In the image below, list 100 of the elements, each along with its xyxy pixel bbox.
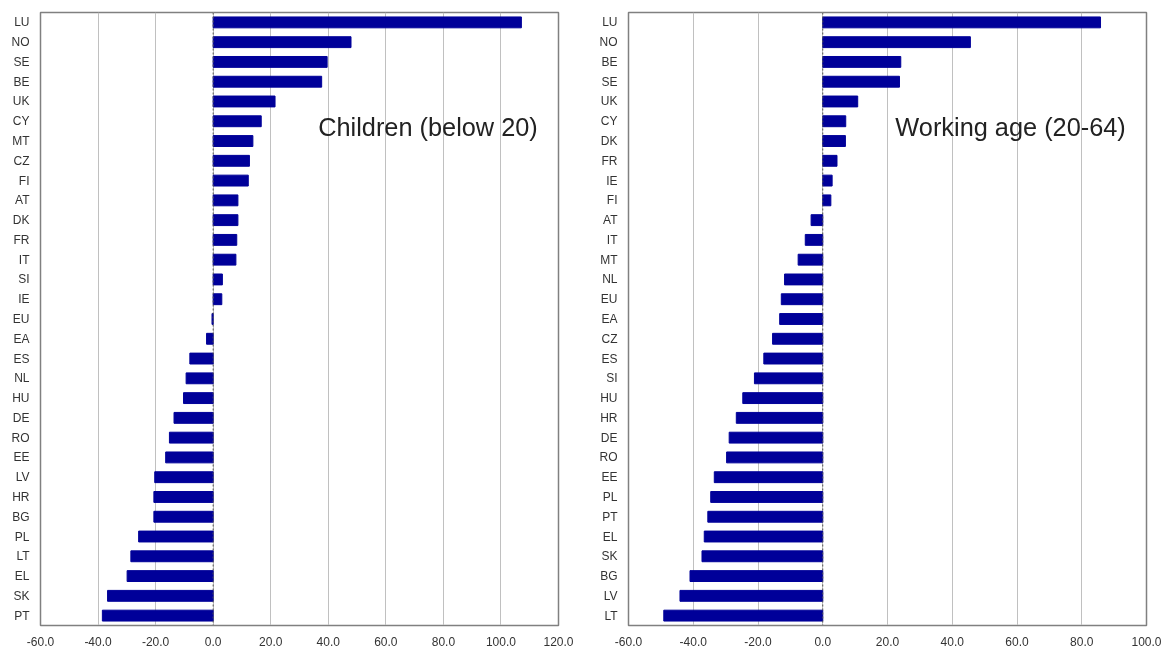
bar — [822, 194, 832, 207]
y-tick-label: CY — [12, 114, 30, 129]
bar — [173, 411, 214, 424]
y-tick-label: LU — [602, 15, 618, 30]
x-tick-label: -20.0 — [141, 634, 170, 649]
y-tick-label: DE — [12, 410, 30, 425]
y-tick-label: UK — [12, 94, 30, 109]
bar — [212, 115, 262, 128]
y-tick-label: CZ — [601, 331, 618, 346]
x-tick-label: 40.0 — [316, 634, 341, 649]
y-tick-label: PL — [602, 489, 618, 504]
bar — [780, 293, 824, 306]
y-tick-label: EA — [13, 331, 30, 346]
y-tick-label: PT — [602, 509, 619, 524]
x-tick-label: -60.0 — [26, 634, 55, 649]
y-tick-label: EE — [601, 470, 618, 485]
bar — [165, 451, 214, 464]
bar — [185, 372, 214, 385]
x-tick-label: 20.0 — [259, 634, 283, 649]
y-tick-label: RO — [11, 430, 30, 445]
x-tick-label: -40.0 — [84, 634, 113, 649]
y-tick-label: ES — [13, 351, 30, 366]
y-tick-label: UK — [600, 94, 618, 109]
y-tick-label: CY — [600, 114, 618, 129]
y-tick-label: LV — [15, 470, 30, 485]
y-tick-label: EL — [14, 569, 30, 584]
y-tick-label: EE — [13, 450, 30, 465]
y-tick-label: SE — [13, 54, 30, 69]
bar — [822, 56, 902, 68]
bar — [804, 233, 824, 246]
y-tick-label: IT — [606, 232, 619, 247]
bar — [703, 530, 824, 543]
y-tick-label: BG — [600, 569, 618, 584]
y-tick-label: EL — [602, 529, 618, 544]
bar — [822, 36, 971, 49]
y-tick-label: ES — [601, 351, 618, 366]
y-tick-label: BE — [601, 54, 618, 69]
x-tick-label: 0.0 — [204, 634, 222, 649]
bar — [212, 194, 239, 207]
bar — [822, 75, 900, 88]
y-tick-label: LU — [14, 15, 30, 30]
bar — [183, 392, 214, 405]
y-tick-label: NO — [599, 35, 618, 50]
bar — [726, 451, 824, 464]
y-tick-label: AT — [603, 213, 619, 228]
bar — [212, 154, 250, 167]
x-tick-label: 100.0 — [1131, 634, 1162, 649]
bar — [772, 332, 824, 345]
x-tick-label: 0.0 — [814, 634, 832, 649]
bar — [154, 471, 214, 484]
y-tick-label: NL — [602, 272, 618, 287]
bar — [810, 214, 824, 227]
y-tick-label: DE — [600, 430, 618, 445]
y-tick-label: DK — [12, 213, 30, 228]
bar — [822, 95, 859, 108]
y-tick-label: HU — [12, 391, 30, 406]
y-tick-label: PT — [14, 608, 31, 623]
bar — [822, 115, 847, 128]
bar — [728, 431, 824, 444]
y-tick-label: SE — [601, 74, 618, 89]
y-tick-label: EU — [12, 312, 30, 326]
bar — [101, 609, 214, 622]
bar — [138, 530, 214, 543]
bar — [212, 293, 223, 306]
bar — [679, 589, 824, 602]
y-tick-label: FI — [18, 173, 30, 188]
bar — [212, 56, 328, 68]
bar — [212, 253, 237, 266]
bar — [212, 214, 239, 227]
y-tick-label: BG — [12, 509, 30, 524]
bar — [130, 550, 214, 563]
annotation: Working age (20-64) — [895, 113, 1126, 142]
y-tick-label: DK — [600, 134, 618, 149]
bar — [753, 372, 824, 385]
y-tick-label: FR — [601, 153, 618, 168]
bar — [784, 273, 824, 286]
y-tick-label: BE — [13, 74, 30, 89]
x-tick-label: -60.0 — [614, 634, 643, 649]
y-tick-label: SK — [601, 549, 618, 564]
bar — [822, 174, 833, 187]
y-tick-label: NO — [11, 35, 30, 50]
y-tick-label: SK — [13, 588, 30, 603]
x-tick-label: 20.0 — [875, 634, 900, 649]
x-tick-label: 60.0 — [1005, 634, 1029, 649]
y-tick-label: RO — [599, 450, 618, 465]
bar — [822, 135, 846, 147]
y-tick-label: IE — [18, 292, 30, 307]
bar — [212, 233, 238, 246]
y-tick-label: HR — [12, 489, 30, 504]
y-tick-label: NL — [14, 371, 30, 386]
y-tick-label: IT — [18, 252, 31, 267]
bar — [212, 174, 249, 187]
bar — [153, 510, 214, 523]
bar — [822, 154, 838, 167]
y-tick-label: HU — [600, 391, 618, 406]
bar — [663, 609, 824, 622]
bar — [779, 313, 824, 325]
bar — [742, 392, 824, 405]
bar — [212, 135, 254, 147]
bar — [212, 95, 276, 108]
